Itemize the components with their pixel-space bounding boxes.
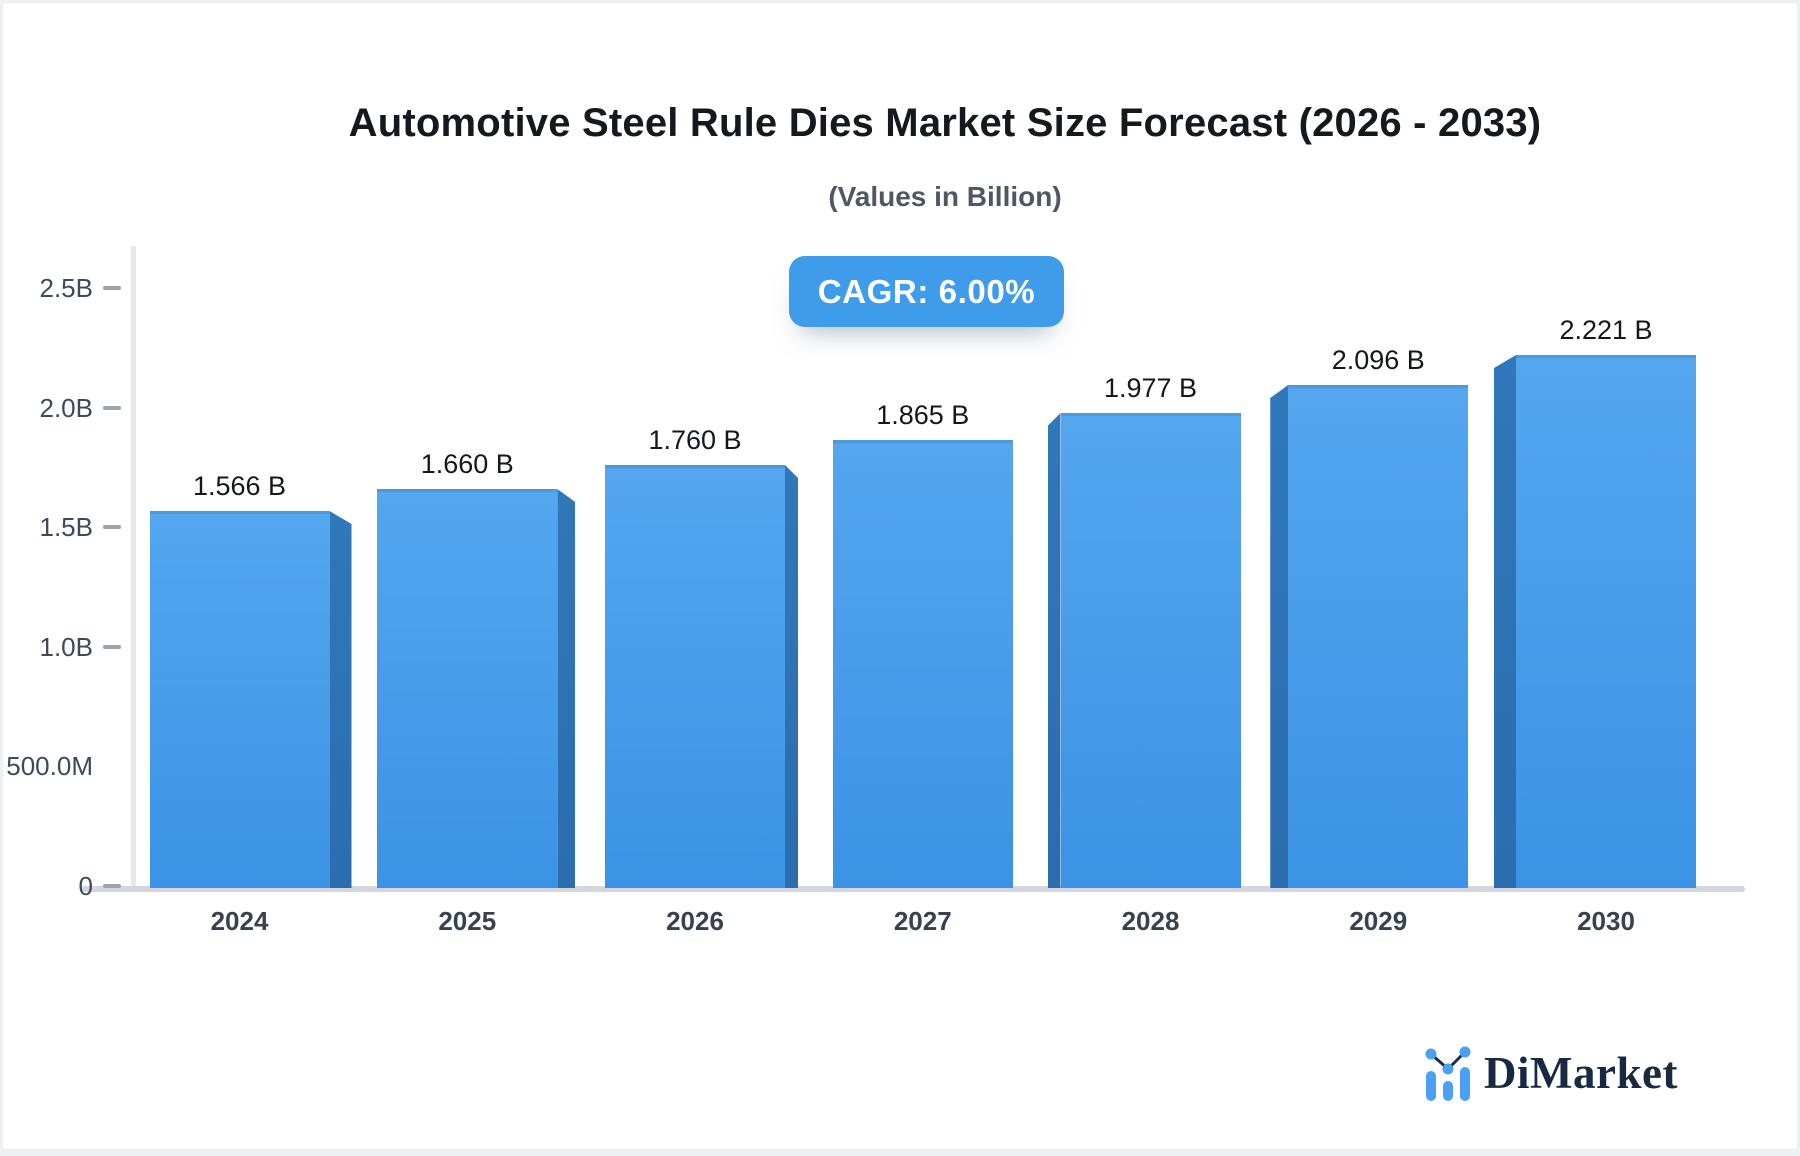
y-tick-label: 1.0B <box>39 631 94 662</box>
x-tick-label: 2025 <box>438 906 497 936</box>
bar[interactable] <box>832 440 1013 888</box>
mini-bar-line-chart-icon <box>1425 1046 1471 1101</box>
cagr-badge: CAGR: 6.00% <box>789 256 1064 327</box>
chart-title: Automotive Steel Rule Dies Market Size F… <box>348 101 1542 145</box>
bar-3d-side <box>329 511 352 888</box>
bar[interactable] <box>1516 355 1696 888</box>
bar-3d-side <box>1047 413 1061 888</box>
bar-3d-side <box>1494 355 1516 888</box>
bar-3d-side <box>1270 385 1289 888</box>
bar-value-label: 2.221 B <box>1559 315 1653 345</box>
y-tick-label: 1.5B <box>39 512 94 543</box>
chart-subtitle: (Values in Billion) <box>828 181 1062 212</box>
bar[interactable] <box>1060 413 1241 888</box>
bar-3d-side <box>557 489 576 888</box>
bar-value-label: 1.660 B <box>420 449 514 479</box>
bar[interactable] <box>605 465 785 888</box>
x-tick-label: 2029 <box>1349 906 1408 936</box>
x-tick-label: 2027 <box>893 906 952 936</box>
y-tick-mark <box>103 884 121 888</box>
y-tick-label: 0 <box>78 871 93 901</box>
brand-logo: DiMarket <box>1425 1041 1678 1105</box>
bar-value-label: 1.865 B <box>876 400 970 430</box>
bar[interactable] <box>1288 385 1469 888</box>
x-tick-label: 2028 <box>1121 906 1180 936</box>
bar-value-label: 1.760 B <box>648 425 742 455</box>
x-axis-baseline <box>81 886 1745 892</box>
bar-3d-side <box>785 465 798 888</box>
bar-chart-plot: 0 500.0M 1.0B 1.5B 2.0B 2.5B 1.566 B 1.660 B 1.… <box>3 3 1797 1149</box>
bar[interactable] <box>377 489 558 888</box>
bar-value-label: 2.096 B <box>1331 345 1425 375</box>
y-axis-line <box>131 246 136 891</box>
x-tick-label: 2026 <box>666 906 724 936</box>
x-tick-label: 2024 <box>210 906 269 936</box>
x-tick-label: 2030 <box>1577 906 1635 936</box>
bar-value-label: 1.977 B <box>1103 373 1198 403</box>
y-tick-label: 2.5B <box>39 273 94 303</box>
y-tick-label: 500.0M <box>6 751 93 782</box>
bar[interactable] <box>149 511 330 888</box>
y-tick-label: 2.0B <box>39 392 94 423</box>
y-tick-mark <box>103 286 121 290</box>
brand-logo-text: DiMarket <box>1484 1048 1678 1098</box>
y-tick-mark <box>103 525 121 530</box>
bar-value-label: 1.566 B <box>192 471 287 501</box>
y-tick-mark <box>103 644 121 649</box>
y-tick-mark <box>103 405 121 410</box>
